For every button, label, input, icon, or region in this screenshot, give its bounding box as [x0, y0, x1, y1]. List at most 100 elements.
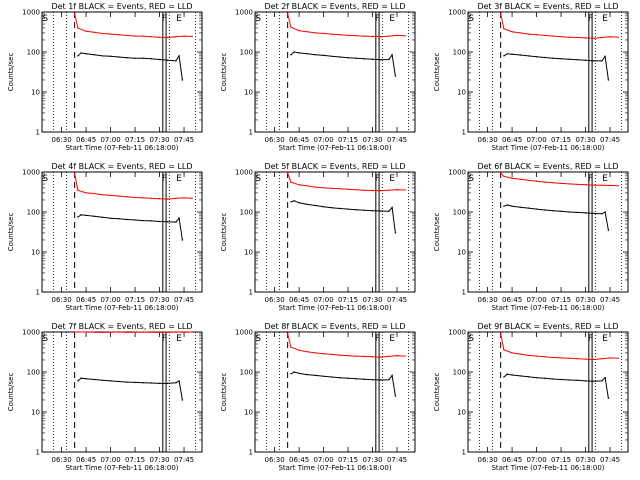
x-tick-label: 07:00 — [526, 456, 546, 464]
data-point — [167, 382, 169, 385]
y-axis-label: Counts/sec — [220, 373, 228, 412]
data-point — [584, 37, 587, 39]
plot-frame — [254, 11, 416, 133]
data-point — [560, 210, 562, 212]
data-point — [322, 375, 325, 377]
data-point — [544, 209, 546, 211]
y-axis-label: Counts/sec — [433, 213, 441, 252]
data-point — [568, 183, 570, 185]
x-tick-label: 07:00 — [100, 456, 120, 464]
data-point — [80, 52, 82, 54]
data-point — [85, 30, 87, 32]
plot-frame — [254, 171, 416, 293]
data-point — [134, 381, 136, 384]
data-point — [175, 221, 177, 223]
x-axis-label: Start Time (07-Feb-11 06:18:00) — [278, 304, 391, 312]
data-point — [183, 35, 185, 37]
data-point — [535, 180, 538, 182]
data-point — [306, 351, 308, 353]
x-axis-label: Start Time (07-Feb-11 06:18:00) — [278, 464, 391, 472]
data-point — [568, 211, 570, 213]
chart-panel: Det 1f BLACK = Events, RED = LLD Counts/s… — [7, 2, 203, 152]
data-point — [314, 204, 317, 207]
data-point — [134, 57, 136, 59]
data-point — [175, 197, 177, 199]
data-point — [544, 356, 546, 358]
data-point — [511, 374, 513, 376]
data-point — [511, 177, 513, 179]
data-point — [404, 355, 406, 357]
data-point — [363, 355, 366, 358]
data-point — [380, 59, 382, 61]
interval-marker: S — [42, 334, 48, 344]
data-point — [617, 36, 619, 38]
data-point — [576, 358, 579, 360]
x-tick-label: 06:30 — [264, 296, 284, 304]
y-tick-label: 1000 — [22, 9, 40, 17]
series-line — [500, 13, 619, 39]
x-tick-label: 07:00 — [313, 456, 333, 464]
data-point — [175, 382, 177, 384]
series-line — [290, 371, 396, 397]
data-point — [74, 173, 76, 175]
data-point — [93, 378, 95, 381]
data-point — [568, 36, 570, 38]
data-point — [126, 218, 128, 221]
y-tick-label: 1000 — [235, 9, 253, 17]
data-point — [150, 331, 153, 333]
data-point — [331, 55, 333, 57]
data-point — [126, 57, 128, 59]
data-point — [134, 196, 136, 199]
data-point — [380, 190, 382, 192]
data-point — [503, 205, 505, 207]
interval-marker: F — [375, 174, 380, 184]
x-tick-label: 07:45 — [600, 456, 620, 464]
data-point — [118, 380, 120, 383]
data-point — [293, 51, 295, 53]
data-point — [371, 210, 374, 212]
interval-marker: E — [602, 334, 608, 344]
data-point — [544, 56, 546, 59]
series-line — [290, 200, 396, 233]
x-tick-label: 07:00 — [313, 136, 333, 144]
series-line — [290, 51, 396, 77]
x-tick-label: 07:30 — [575, 296, 595, 304]
data-point — [380, 36, 382, 38]
data-point — [290, 373, 292, 375]
data-point — [601, 36, 603, 39]
data-point — [607, 229, 610, 231]
data-point — [293, 371, 295, 373]
x-tick-label: 07:45 — [174, 296, 194, 304]
y-tick-label: 1000 — [448, 9, 466, 17]
data-point — [134, 219, 136, 221]
data-point — [322, 187, 325, 189]
data-point — [593, 380, 595, 382]
x-tick-label: 06:45 — [289, 136, 309, 144]
x-tick-label: 07:15 — [338, 136, 358, 144]
series-line — [503, 204, 609, 231]
x-tick-label: 07:15 — [551, 296, 571, 304]
y-tick-label: 10 — [244, 89, 253, 97]
data-point — [298, 372, 300, 375]
data-point — [101, 331, 104, 334]
y-tick-label: 10 — [457, 89, 466, 97]
x-tick-label: 07:45 — [387, 456, 407, 464]
data-point — [85, 192, 87, 194]
data-point — [527, 55, 530, 57]
y-tick-label: 100 — [453, 209, 466, 217]
data-point — [126, 196, 128, 198]
data-point — [552, 378, 554, 380]
data-point — [380, 210, 382, 212]
plot-frame — [254, 331, 416, 453]
data-point — [118, 218, 120, 220]
data-point — [584, 380, 587, 382]
plot-frame — [467, 331, 629, 453]
data-point — [404, 189, 406, 191]
x-tick-label: 07:45 — [387, 296, 407, 304]
data-point — [178, 217, 180, 219]
data-point — [290, 346, 292, 348]
y-tick-label: 1 — [249, 449, 253, 457]
chart-title: Det 4f BLACK = Events, RED = LLD — [51, 162, 192, 171]
data-point — [601, 380, 603, 382]
interval-marker: S — [42, 14, 48, 24]
